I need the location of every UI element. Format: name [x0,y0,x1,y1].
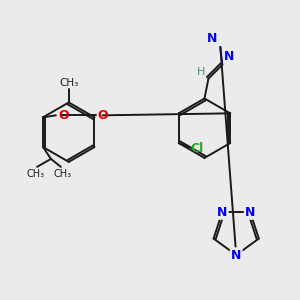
Text: CH₃: CH₃ [26,169,44,179]
Text: N: N [217,206,227,218]
Text: O: O [98,109,108,122]
Text: N: N [207,32,217,45]
Text: H: H [197,67,206,77]
Text: N: N [245,206,255,218]
Text: O: O [58,109,68,122]
Text: CH₃: CH₃ [54,169,72,179]
Text: N: N [224,50,235,63]
Text: N: N [231,248,242,262]
Text: Cl: Cl [190,142,204,154]
Text: CH₃: CH₃ [59,78,78,88]
